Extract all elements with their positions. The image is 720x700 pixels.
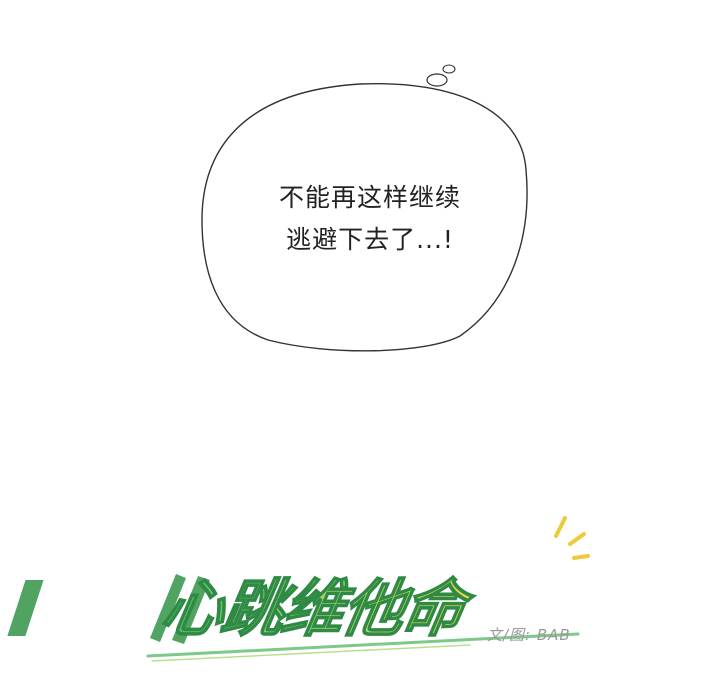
bubble-text-line-1: 不能再这样继续 [278,183,461,212]
logo-title: 心跳维他命 [156,572,480,644]
thought-bubble-small-circle [426,73,448,87]
author-credit: 文/图: BAB [487,626,571,644]
logo-shadow [7,574,210,644]
bubble-text-line-2: 逃避下去了...! [286,225,454,254]
thought-bubble-outline [201,82,528,352]
logo-underline-thin [151,644,471,662]
logo-splash-marks [554,516,590,560]
title-logo: 心跳维他命 [7,516,590,662]
thought-bubble [201,64,528,352]
thought-bubble-tiny-circle [442,64,456,74]
logo-underline [146,632,580,658]
